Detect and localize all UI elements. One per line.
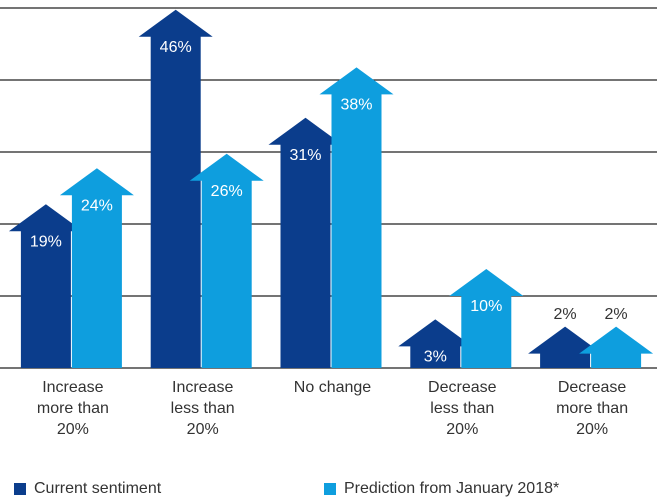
arrow-bar	[189, 153, 264, 368]
value-label: 3%	[424, 349, 447, 366]
value-label: 46%	[160, 39, 192, 56]
legend-entry: Prediction from January 2018*	[324, 480, 559, 498]
legend-label: Prediction from January 2018*	[344, 480, 560, 497]
value-label: 26%	[211, 183, 243, 200]
value-label: 19%	[30, 233, 62, 250]
value-label: 2%	[554, 306, 577, 323]
value-label: 2%	[605, 306, 628, 323]
arrow-bar	[59, 168, 134, 368]
legend-swatch	[324, 483, 336, 495]
value-label: 24%	[81, 197, 113, 214]
legend-label: Current sentiment	[34, 480, 162, 497]
x-tick-label: Increase more than 20%	[36, 379, 109, 438]
legend-entry: Current sentiment	[14, 480, 161, 498]
arrow-bar	[268, 117, 343, 368]
plot: 19% 24% 46% 26% 31% 38% 3% 10% 2% 2%	[0, 7, 657, 369]
x-tick-label: Increase less than 20%	[170, 379, 235, 438]
arrow-bar	[319, 67, 394, 369]
value-label: 31%	[289, 147, 321, 164]
arrow-bar	[8, 204, 83, 368]
value-label: 10%	[470, 298, 502, 315]
x-tick-label: No change	[293, 379, 372, 396]
x-tick-label: Decrease more than 20%	[556, 379, 629, 438]
value-label: 38%	[340, 97, 372, 114]
arrow-bar	[138, 9, 213, 369]
arrow-bar	[449, 269, 524, 368]
arrow-bar	[528, 326, 603, 368]
x-tick-label: Decrease less than 20%	[428, 379, 497, 438]
arrow-bar	[579, 326, 654, 368]
legend-swatch	[14, 483, 26, 495]
arrow-bar	[398, 319, 473, 368]
